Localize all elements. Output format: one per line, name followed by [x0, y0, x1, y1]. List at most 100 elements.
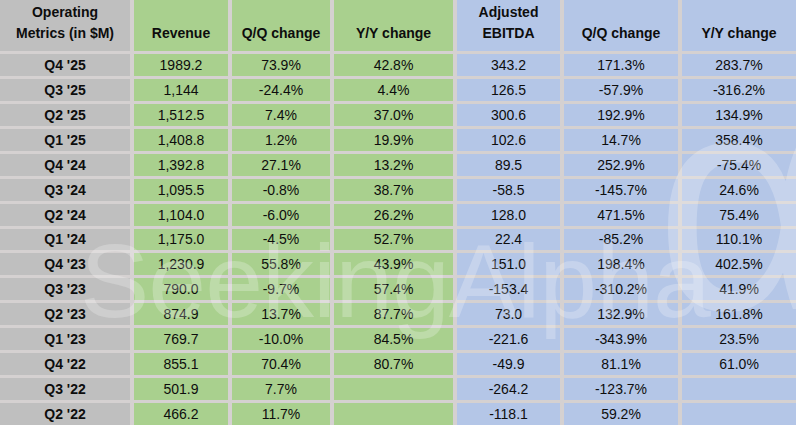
ebitda-yy-cell: 23.5% — [682, 328, 796, 350]
revenue-cell: 1,392.8 — [134, 154, 228, 176]
revenue-qq-cell: 11.7% — [232, 403, 330, 425]
revenue-qq-cell: -9.7% — [232, 278, 330, 300]
ebitda-qq-cell: -145.7% — [564, 179, 678, 201]
corner-header-line2: Metrics (in $M) — [16, 23, 114, 45]
revenue-cell: 1,175.0 — [134, 229, 228, 251]
corner-header-line1: Operating — [32, 2, 98, 24]
revenue-yy-cell: 42.8% — [334, 54, 453, 76]
row-label-cell: Q2 '23 — [0, 303, 130, 325]
ebitda-yy-cell: 41.9% — [682, 278, 796, 300]
row-label-cell: Q3 '23 — [0, 278, 130, 300]
ebitda-cell: -49.9 — [457, 353, 560, 375]
revenue-qq-cell: -10.0% — [232, 328, 330, 350]
ebitda-qq-cell: -85.2% — [564, 229, 678, 251]
revenue-cell: 1,095.5 — [134, 179, 228, 201]
ebitda-cell: 128.0 — [457, 204, 560, 226]
header-ebitda-qq-change: Q/Q change — [564, 0, 678, 51]
row-label-cell: Q3 '22 — [0, 378, 130, 400]
revenue-qq-cell: -4.5% — [232, 229, 330, 251]
revenue-yy-cell — [334, 378, 453, 400]
revenue-yy-cell: 87.7% — [334, 303, 453, 325]
ebitda-cell: -153.4 — [457, 278, 560, 300]
revenue-cell: 1,104.0 — [134, 204, 228, 226]
row-label-cell: Q1 '23 — [0, 328, 130, 350]
ebitda-yy-cell: 161.8% — [682, 303, 796, 325]
revenue-qq-cell: 1.2% — [232, 129, 330, 151]
ebitda-qq-cell: -57.9% — [564, 79, 678, 101]
revenue-cell: 855.1 — [134, 353, 228, 375]
ebitda-cell: 126.5 — [457, 79, 560, 101]
ebitda-cell: -264.2 — [457, 378, 560, 400]
ebitda-cell: -118.1 — [457, 403, 560, 425]
row-label-cell: Q4 '23 — [0, 253, 130, 275]
row-label-cell: Q2 '22 — [0, 403, 130, 425]
row-label-cell: Q4 '22 — [0, 353, 130, 375]
operating-metrics-table-image: Operating Metrics (in $M) Revenue Q/Q ch… — [0, 0, 796, 425]
revenue-yy-cell: 84.5% — [334, 328, 453, 350]
revenue-qq-cell: 70.4% — [232, 353, 330, 375]
revenue-yy-cell: 26.2% — [334, 204, 453, 226]
ebitda-cell: -221.6 — [457, 328, 560, 350]
revenue-cell: 1989.2 — [134, 54, 228, 76]
revenue-yy-cell: 52.7% — [334, 229, 453, 251]
ebitda-cell: -58.5 — [457, 179, 560, 201]
revenue-yy-cell: 43.9% — [334, 253, 453, 275]
ebitda-cell: 73.0 — [457, 303, 560, 325]
ebitda-cell: 22.4 — [457, 229, 560, 251]
revenue-qq-cell: 13.7% — [232, 303, 330, 325]
revenue-yy-cell: 80.7% — [334, 353, 453, 375]
ebitda-cell: 89.5 — [457, 154, 560, 176]
revenue-cell: 466.2 — [134, 403, 228, 425]
header-revenue-qq-change: Q/Q change — [232, 0, 330, 51]
revenue-cell: 790.0 — [134, 278, 228, 300]
revenue-yy-cell: 57.4% — [334, 278, 453, 300]
ebitda-qq-cell: -123.7% — [564, 378, 678, 400]
ebitda-qq-cell: 81.1% — [564, 353, 678, 375]
ebitda-qq-cell: 171.3% — [564, 54, 678, 76]
ebitda-yy-cell: 75.4% — [682, 204, 796, 226]
revenue-qq-cell: 55.8% — [232, 253, 330, 275]
revenue-cell: 501.9 — [134, 378, 228, 400]
revenue-qq-cell: 7.7% — [232, 378, 330, 400]
header-revenue: Revenue — [134, 0, 228, 51]
revenue-yy-cell — [334, 403, 453, 425]
ebitda-cell: 151.0 — [457, 253, 560, 275]
revenue-qq-cell: -6.0% — [232, 204, 330, 226]
header-ebitda-yy-change: Y/Y change — [682, 0, 796, 51]
ebitda-qq-cell: 252.9% — [564, 154, 678, 176]
ebitda-yy-cell — [682, 403, 796, 425]
ebitda-cell: 343.2 — [457, 54, 560, 76]
header-revenue-yy-change: Y/Y change — [334, 0, 453, 51]
revenue-qq-cell: -24.4% — [232, 79, 330, 101]
revenue-yy-cell: 4.4% — [334, 79, 453, 101]
revenue-cell: 1,512.5 — [134, 104, 228, 126]
ebitda-yy-cell: -316.2% — [682, 79, 796, 101]
row-label-cell: Q3 '24 — [0, 179, 130, 201]
ebitda-qq-cell: -343.9% — [564, 328, 678, 350]
revenue-yy-cell: 37.0% — [334, 104, 453, 126]
ebitda-yy-cell: 402.5% — [682, 253, 796, 275]
ebitda-cell: 300.6 — [457, 104, 560, 126]
ebitda-yy-cell: -75.4% — [682, 154, 796, 176]
revenue-cell: 1,230.9 — [134, 253, 228, 275]
row-label-cell: Q2 '24 — [0, 204, 130, 226]
revenue-qq-cell: -0.8% — [232, 179, 330, 201]
ebitda-cell: 102.6 — [457, 129, 560, 151]
ebitda-yy-cell: 61.0% — [682, 353, 796, 375]
ebitda-yy-cell: 283.7% — [682, 54, 796, 76]
revenue-qq-cell: 27.1% — [232, 154, 330, 176]
ebitda-yy-cell: 110.1% — [682, 229, 796, 251]
revenue-yy-cell: 19.9% — [334, 129, 453, 151]
ebitda-qq-cell: 132.9% — [564, 303, 678, 325]
row-label-cell: Q1 '24 — [0, 229, 130, 251]
ebitda-yy-cell: 24.6% — [682, 179, 796, 201]
ebitda-yy-cell — [682, 378, 796, 400]
header-adjusted-ebitda: Adjusted EBITDA — [457, 0, 560, 51]
ebitda-qq-cell: 192.9% — [564, 104, 678, 126]
row-label-cell: Q4 '24 — [0, 154, 130, 176]
revenue-cell: 874.9 — [134, 303, 228, 325]
ebitda-qq-cell: 59.2% — [564, 403, 678, 425]
row-label-cell: Q3 '25 — [0, 79, 130, 101]
row-label-cell: Q4 '25 — [0, 54, 130, 76]
row-label-cell: Q2 '25 — [0, 104, 130, 126]
